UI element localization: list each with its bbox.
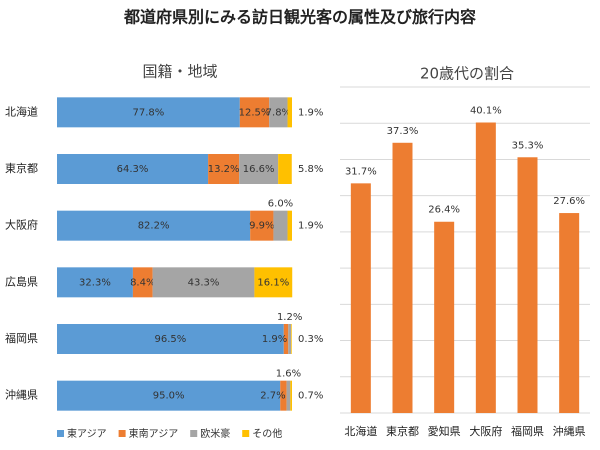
bar-segment [250,210,274,241]
bar [392,142,413,413]
legend-swatch [57,430,64,437]
value-label: 1.9% [298,107,323,118]
x-tick-label: 沖縄県 [553,424,586,438]
bar-segment [288,324,292,354]
value-label: 1.2% [277,312,302,323]
bar-segment [287,210,292,241]
bar [517,157,538,413]
bar-segment [273,210,288,241]
value-label: 82.2% [138,221,170,232]
bar-segment [278,154,292,184]
value-label: 64.3% [117,164,149,175]
bar-segment [57,380,281,411]
bar-segment [239,154,279,184]
x-tick-label: 北海道 [344,424,377,438]
bar-segment [57,267,133,298]
page-title: 都道府県別にみる訪日観光客の属性及び旅行内容 [123,8,476,27]
legend-label: 東アジア [67,427,107,440]
value-label: 2.7% [260,391,285,402]
bar [350,183,371,413]
bar-segment [280,380,287,411]
legend-swatch [118,430,126,437]
y-tick-label: 福岡県 [5,331,38,345]
bar-segment [57,324,284,354]
value-label: 43.3% [188,277,220,288]
legend-label: 欧米豪 [200,427,230,440]
chart-title: 20歳代の割合 [420,65,514,83]
value-label: 16.6% [243,164,275,175]
value-label: 35.3% [512,140,544,151]
value-label: 7.8% [266,107,291,118]
legend-swatch [242,430,250,437]
x-tick-label: 愛知県 [428,424,461,438]
value-label: 37.3% [387,126,419,137]
value-label: 1.9% [262,334,287,345]
bar-segment [287,97,292,128]
bar-segment [290,380,292,411]
y-tick-label: 東京都 [5,161,38,175]
bar-segment [152,267,255,298]
value-label: 40.1% [470,105,502,116]
value-label: 8.4% [130,277,155,288]
legend-swatch [190,430,198,437]
x-tick-label: 福岡県 [511,424,544,438]
value-label: 77.8% [133,107,165,118]
bar-segment [286,380,291,411]
bar-segment [239,97,270,128]
value-label: 31.7% [345,166,377,177]
value-label: 13.2% [208,164,240,175]
value-label: 1.6% [276,369,301,380]
x-tick-label: 大阪府 [469,424,502,438]
y-tick-label: 北海道 [5,104,38,118]
bar-segment [269,97,288,128]
bar-segment [208,154,240,184]
value-label: 96.5% [154,334,186,345]
value-label: 26.4% [428,205,460,216]
bar-segment [57,210,251,241]
value-label: 9.9% [249,221,274,232]
value-label: 27.6% [553,196,585,207]
bar-segment [254,267,293,298]
y-tick-label: 広島県 [5,274,38,288]
bar-segment [132,267,153,298]
y-tick-label: 沖縄県 [5,388,38,402]
bar-segment [57,154,209,184]
value-label: 5.8% [298,164,323,175]
value-label: 95.0% [153,391,185,402]
chart-title: 国籍・地域 [142,63,217,81]
value-label: 0.3% [298,334,323,345]
value-label: 6.0% [268,199,293,210]
bar-segment [283,324,289,354]
bar [559,213,580,413]
value-label: 1.9% [298,221,323,232]
bar [434,221,455,413]
legend-label: その他 [252,427,282,440]
y-tick-label: 大阪府 [5,218,38,232]
bar-segment [57,97,240,128]
value-label: 32.3% [79,277,111,288]
legend-label: 東南アジア [129,427,179,440]
x-tick-label: 東京都 [386,424,419,438]
value-label: 0.7% [298,391,323,402]
bar-segment [291,324,292,354]
value-label: 12.5% [239,107,271,118]
bar [475,122,496,414]
value-label: 16.1% [257,277,289,288]
